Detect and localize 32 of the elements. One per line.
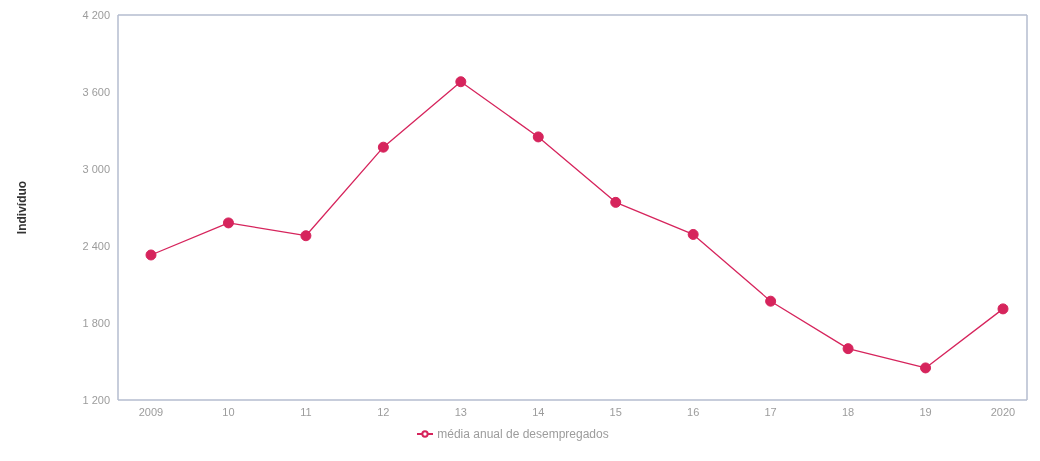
point	[687, 228, 699, 240]
point	[377, 141, 389, 153]
y-tick-label: 4 200	[82, 8, 110, 21]
y-tick-label: 1 800	[82, 316, 110, 329]
x-tick-label: 19	[919, 405, 932, 418]
y-tick-label: 1 200	[82, 393, 110, 406]
point	[455, 76, 467, 88]
y-tick-label: 3 600	[82, 85, 110, 98]
x-tick-label: 18	[841, 405, 855, 418]
point	[300, 230, 312, 242]
x-tick-label: 2009	[138, 405, 164, 418]
y-tick-label: 3 000	[82, 162, 110, 175]
y-axis-title: Indivíduo	[15, 180, 30, 235]
point	[920, 362, 932, 374]
x-tick-label: 14	[532, 405, 545, 418]
point	[610, 196, 622, 208]
x-tick-label: 13	[454, 405, 467, 418]
point	[145, 249, 157, 261]
x-tick-label: 10	[222, 405, 235, 418]
y-tick-label: 2 400	[82, 239, 110, 252]
x-tick-label: 2020	[990, 405, 1016, 418]
point	[532, 131, 544, 143]
x-tick-label: 11	[300, 405, 312, 418]
point	[997, 303, 1009, 315]
point	[842, 343, 854, 355]
x-tick-label: 17	[764, 405, 777, 418]
x-tick-label: 15	[609, 405, 622, 418]
x-tick-label: 12	[377, 405, 390, 418]
x-tick-label: 16	[687, 405, 700, 418]
legend-label: média anual de desempregados	[437, 427, 609, 441]
point	[765, 295, 777, 307]
point	[222, 217, 234, 229]
